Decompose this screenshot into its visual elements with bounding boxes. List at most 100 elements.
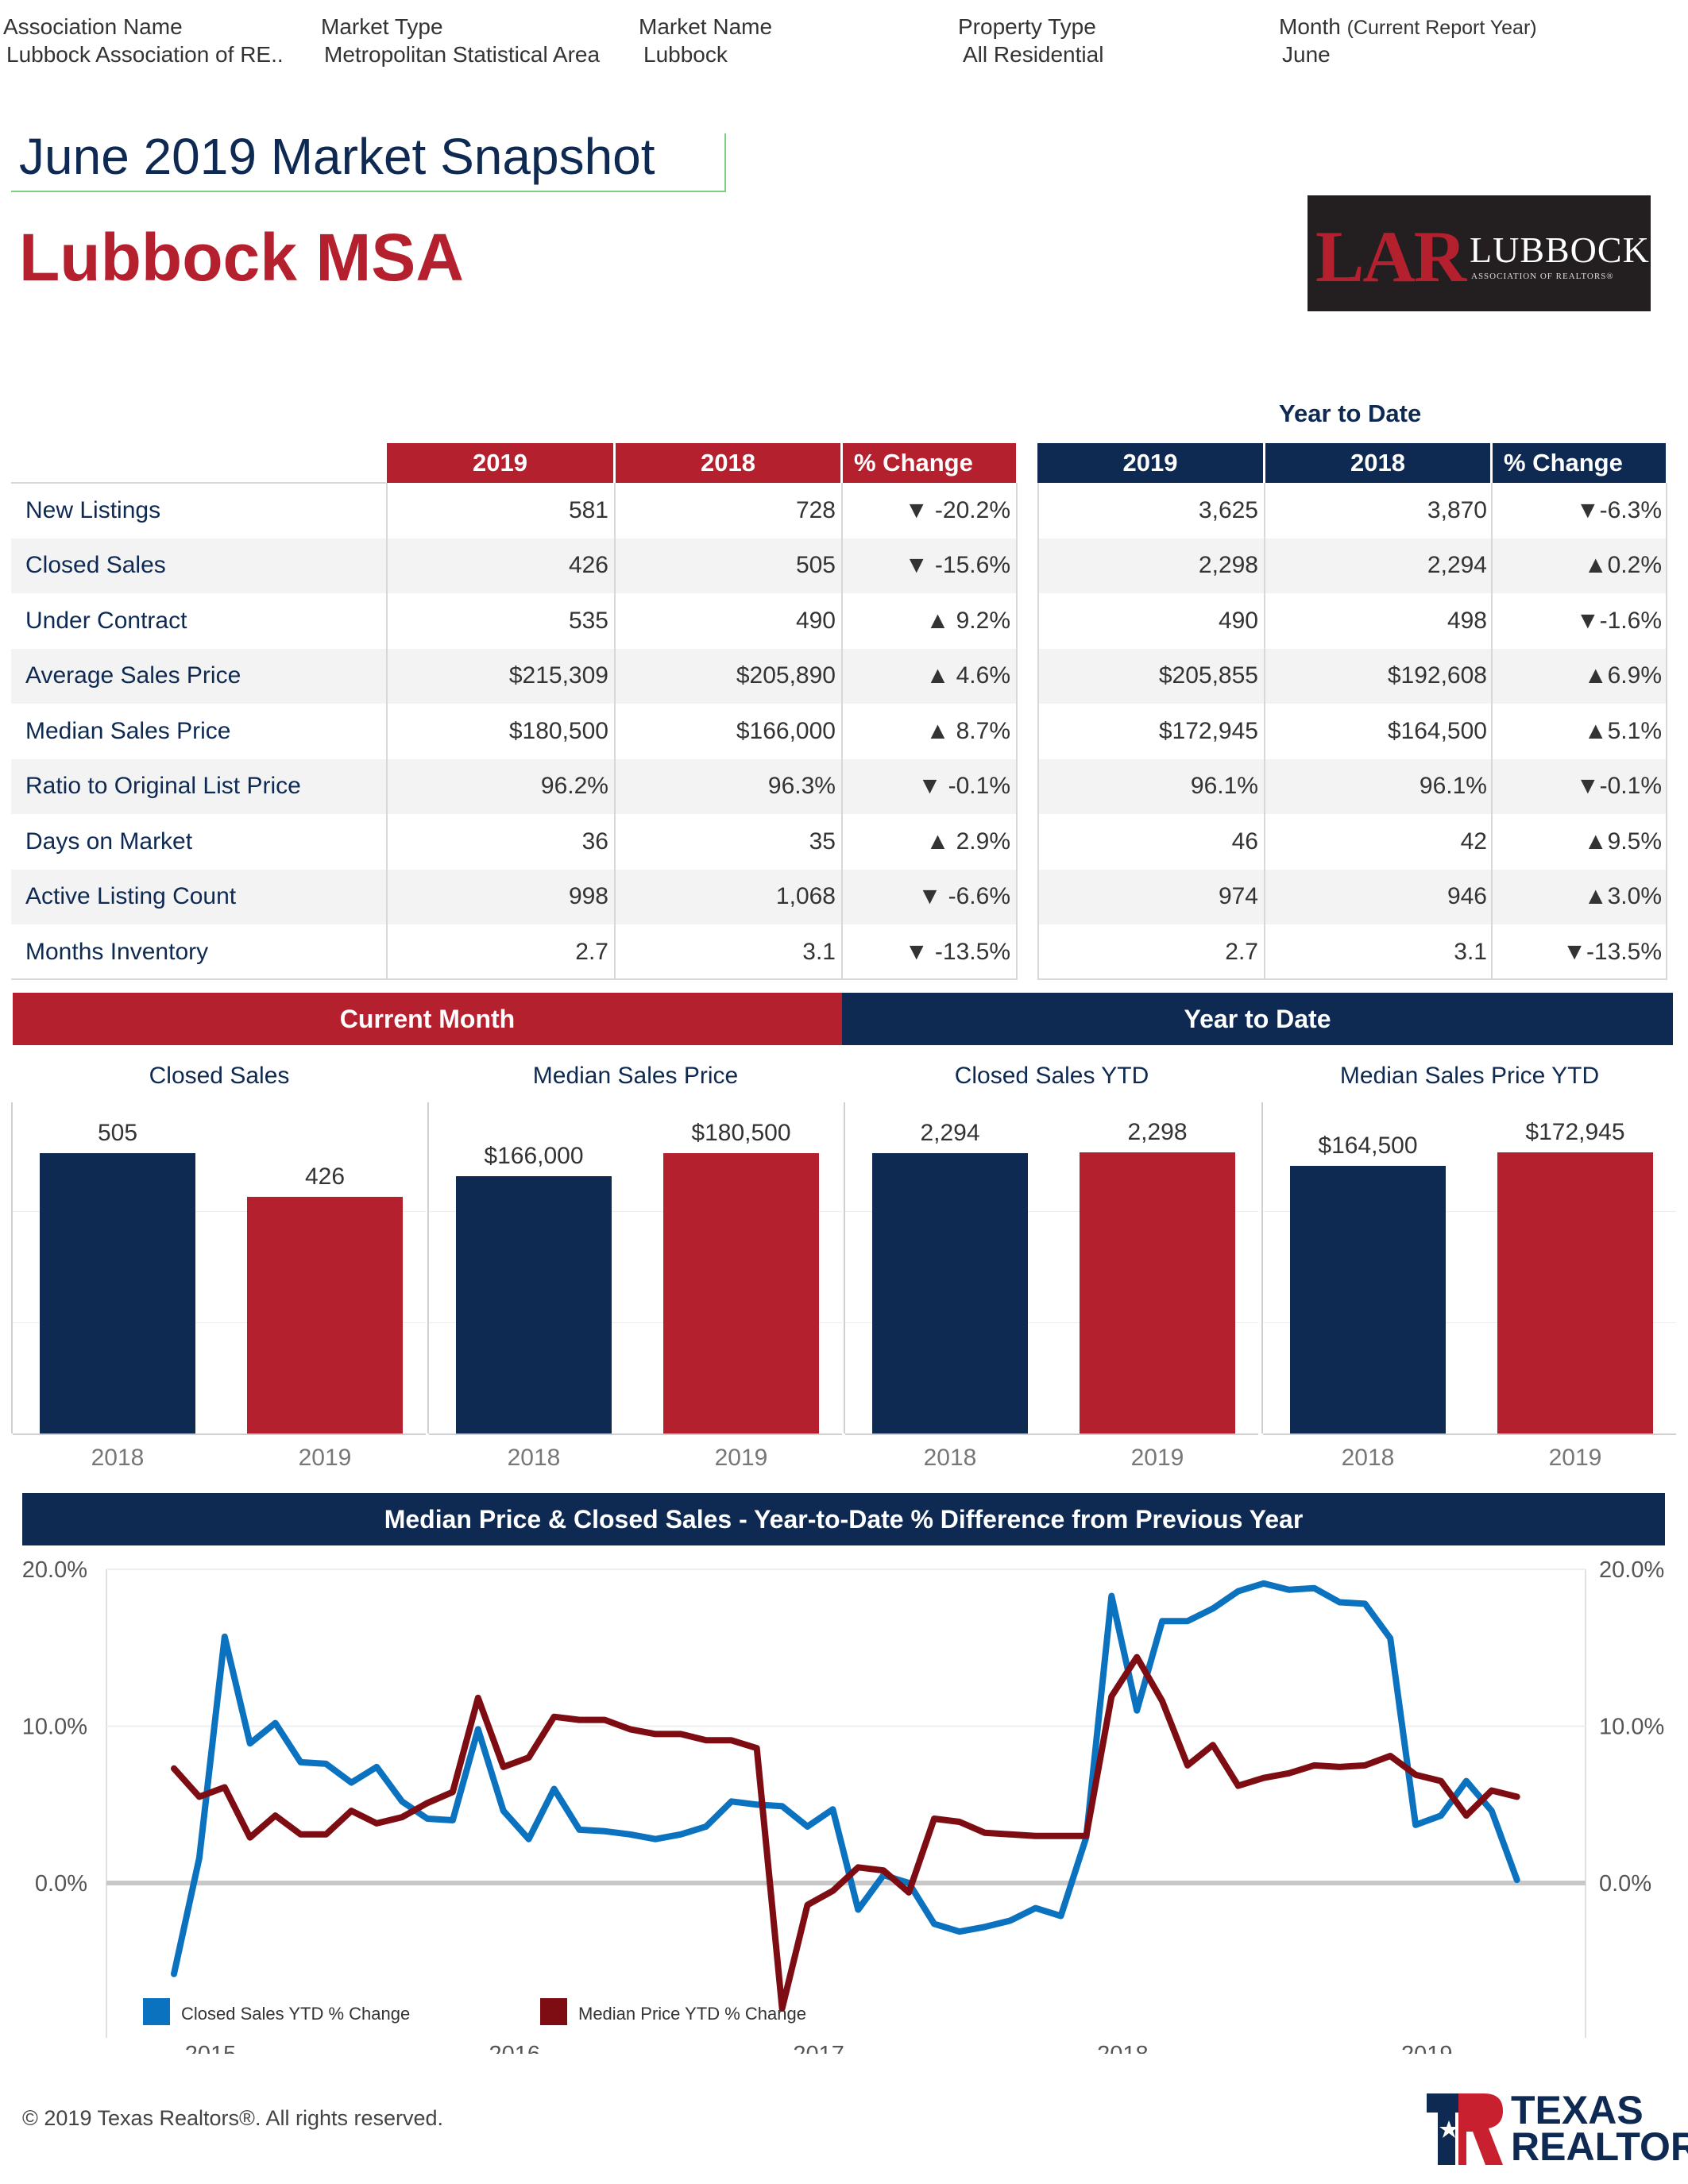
bar-chart-separator — [1261, 1102, 1263, 1433]
table-cell-curchange: ▼ -0.1% — [917, 773, 1010, 800]
bar-value-label: 426 — [304, 1163, 346, 1190]
table-cell-curchange: ▲ 4.6% — [925, 662, 1010, 689]
title-underline — [11, 191, 726, 192]
bar-chart-title: Median Sales Price — [532, 1063, 739, 1089]
bar-2019 — [663, 1153, 819, 1433]
brand-line2: REALTORS — [1511, 2124, 1688, 2169]
bar-category-label: 2019 — [1130, 1445, 1184, 1471]
y-tick-right: 10.0% — [1599, 1715, 1664, 1740]
market-name-label: Market Name — [639, 14, 773, 39]
bar-baseline — [1263, 1433, 1676, 1435]
table-bottom-line — [11, 978, 1016, 980]
row-label: Months Inventory — [25, 938, 209, 965]
bar-baseline — [13, 1433, 426, 1435]
table-cell-ytd2019: 46 — [1231, 828, 1258, 855]
market-type-label: Market Type — [321, 14, 443, 39]
x-tick-label: 2019 — [1401, 2042, 1453, 2054]
bar-gridline — [845, 1210, 1258, 1212]
row-label: New Listings — [25, 496, 161, 523]
current-month-band: Current Month — [13, 993, 842, 1045]
bar-2018 — [456, 1175, 612, 1433]
month-value: June — [1282, 42, 1331, 67]
row-label: Closed Sales — [25, 552, 166, 579]
bar-gridline — [429, 1322, 842, 1324]
table-cell-cur2018: 96.3% — [767, 773, 836, 800]
table-cell-ytd2018: 96.1% — [1419, 773, 1487, 800]
y-tick-left: 0.0% — [35, 1871, 87, 1897]
bar-value-label: $164,500 — [1318, 1132, 1418, 1159]
bar-category-label: 2019 — [714, 1445, 768, 1471]
bar-2018 — [872, 1153, 1028, 1433]
table-cell-ytd2019: 490 — [1218, 607, 1258, 634]
month-label-suffix: (Current Report Year) — [1346, 17, 1537, 39]
bar-category-label: 2018 — [91, 1445, 145, 1471]
table-cell-ytd2019: 96.1% — [1190, 773, 1258, 800]
texas-realtors-logo: TEXAS REALTORS — [1427, 2090, 1688, 2167]
table-top-line — [11, 482, 386, 484]
table-row-bg — [1037, 758, 1666, 814]
table-cell-cur2019: 998 — [568, 883, 608, 910]
association-label: Association Name — [3, 14, 183, 39]
table-divider — [1037, 483, 1039, 980]
table-cell-ytd2019: 3,625 — [1198, 496, 1258, 523]
col-header-ytd-change: % Change — [1493, 443, 1666, 483]
table-cell-curchange: ▼ -15.6% — [904, 552, 1010, 579]
table-cell-curchange: ▲ 9.2% — [925, 607, 1010, 634]
table-cell-ytd2018: $164,500 — [1387, 717, 1487, 744]
logo-name: LUBBOCK — [1470, 230, 1650, 270]
bar-gridline — [1263, 1322, 1676, 1324]
table-cell-ytd2019: $205,855 — [1158, 662, 1258, 689]
table-cell-cur2019: 96.2% — [540, 773, 608, 800]
table-cell-cur2018: 35 — [809, 828, 836, 855]
x-tick-label: 2017 — [793, 2042, 844, 2054]
bar-value-label: $166,000 — [484, 1142, 584, 1169]
table-cell-ytdchange: ▲0.2% — [1583, 552, 1662, 579]
bar-category-label: 2019 — [298, 1445, 352, 1471]
table-row-bg — [11, 538, 1016, 593]
col-header-ytd-2019: 2019 — [1037, 443, 1263, 483]
table-cell-ytd2018: 3.1 — [1454, 938, 1487, 965]
y-tick-left: 20.0% — [22, 1557, 87, 1583]
bar-category-label: 2018 — [507, 1445, 561, 1471]
table-cell-ytdchange: ▲5.1% — [1583, 717, 1662, 744]
table-row-bg — [1037, 869, 1666, 924]
month-label: Month (Current Report Year) — [1279, 14, 1537, 39]
bar-2019 — [1497, 1152, 1653, 1433]
bar-value-label: 2,294 — [920, 1120, 980, 1147]
association-value: Lubbock Association of RE.. — [6, 42, 284, 67]
table-cell-ytdchange: ▲9.5% — [1583, 828, 1662, 855]
col-header-cur-change: % Change — [843, 443, 1016, 483]
table-cell-curchange: ▼ -6.6% — [917, 883, 1010, 910]
table-cell-cur2019: 36 — [581, 828, 608, 855]
bar-value-label: $172,945 — [1525, 1118, 1625, 1145]
bar-category-label: 2018 — [923, 1445, 977, 1471]
lar-logo: LAR LUBBOCK ASSOCIATION OF REALTORS® — [1308, 195, 1651, 311]
bar-2018 — [1290, 1165, 1446, 1433]
table-cell-ytd2018: 946 — [1447, 883, 1487, 910]
col-header-cur-2019: 2019 — [387, 443, 613, 483]
bar-chart-separator — [844, 1102, 845, 1433]
table-cell-cur2018: 3.1 — [802, 938, 836, 965]
bar-gridline — [429, 1210, 842, 1212]
table-row-bg — [1037, 648, 1666, 704]
table-divider — [1491, 483, 1493, 980]
table-cell-curchange: ▼ -20.2% — [904, 496, 1010, 523]
x-tick-label: 2015 — [185, 2042, 237, 2054]
line-chart: 20.0% 20.0% 10.0% 10.0% 0.0% 0.0% 2015 2016 2017… — [22, 1557, 1664, 2054]
table-divider — [841, 483, 843, 980]
table-cell-cur2018: $166,000 — [736, 717, 836, 744]
line-chart-title: Median Price & Closed Sales - Year-to-Da… — [22, 1493, 1665, 1545]
bar-category-label: 2018 — [1341, 1445, 1395, 1471]
table-cell-cur2019: 581 — [568, 496, 608, 523]
table-cell-ytdchange: ▼-6.3% — [1575, 496, 1662, 523]
table-cell-cur2018: 505 — [795, 552, 836, 579]
table-cell-ytd2018: 3,870 — [1427, 496, 1487, 523]
table-cell-ytdchange: ▲6.9% — [1583, 662, 1662, 689]
table-cell-cur2018: 490 — [795, 607, 836, 634]
table-divider — [614, 483, 616, 980]
table-row-bg — [11, 648, 1016, 704]
table-cell-ytd2019: 2,298 — [1198, 552, 1258, 579]
table-cell-ytdchange: ▼-1.6% — [1575, 607, 1662, 634]
x-tick-label: 2016 — [489, 2042, 541, 2054]
table-cell-ytd2018: 498 — [1447, 607, 1487, 634]
